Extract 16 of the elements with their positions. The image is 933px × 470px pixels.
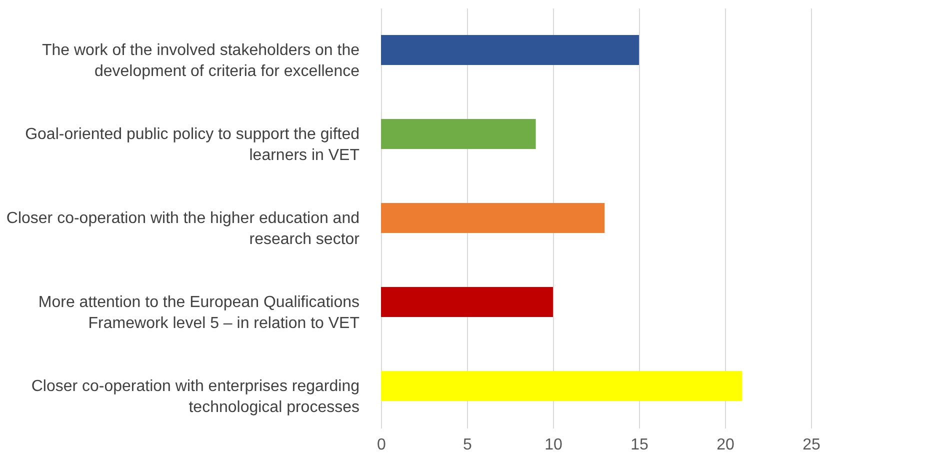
x-tick-label: 0 — [377, 436, 386, 454]
x-tick-label: 5 — [463, 436, 472, 454]
y-tick-label: Closer co-operation with the higher education and research sector — [6, 210, 360, 248]
x-tick-label: 15 — [630, 436, 648, 454]
x-tick-label: 10 — [544, 436, 562, 454]
x-tick-label: 20 — [716, 436, 734, 454]
y-tick-label: The work of the involved stakeholders on the development of criteria for excellence — [42, 42, 360, 80]
bar — [381, 203, 605, 233]
bar — [381, 119, 536, 149]
y-tick-label: More attention to the European Qualifications Framework level 5 – in relation to VET — [38, 294, 360, 332]
bar — [381, 287, 553, 317]
y-tick-label: Closer co-operation with enterprises regarding technological processes — [31, 378, 360, 416]
bar — [381, 371, 742, 401]
y-tick-label: Goal-oriented public policy to support the gifted learners in VET — [25, 126, 360, 164]
x-tick-label: 25 — [802, 436, 820, 454]
bar — [381, 35, 639, 65]
